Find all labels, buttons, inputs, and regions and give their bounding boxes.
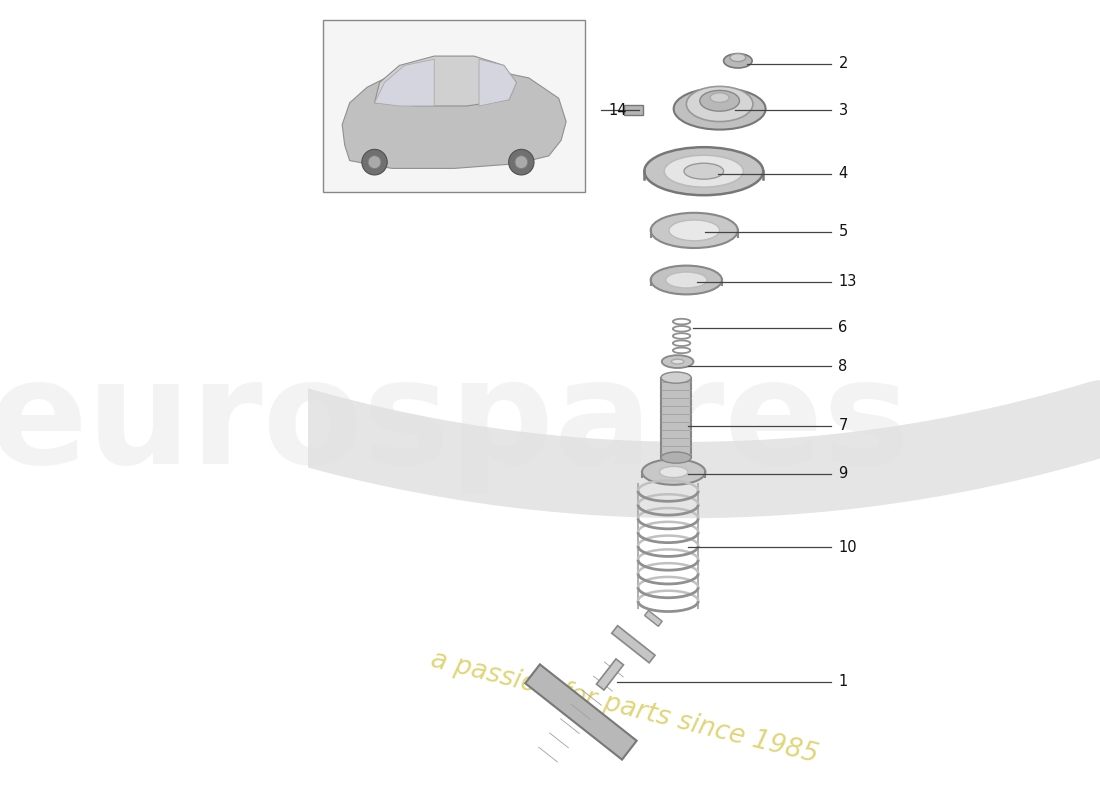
- Text: 6: 6: [838, 321, 848, 335]
- FancyBboxPatch shape: [624, 105, 642, 115]
- Ellipse shape: [642, 459, 705, 485]
- Circle shape: [508, 150, 534, 175]
- Text: 1: 1: [838, 674, 848, 689]
- Ellipse shape: [711, 93, 729, 102]
- Text: 4: 4: [838, 166, 848, 181]
- Text: a passion for parts since 1985: a passion for parts since 1985: [428, 647, 821, 769]
- Ellipse shape: [664, 155, 744, 187]
- Polygon shape: [612, 626, 656, 662]
- Ellipse shape: [661, 452, 691, 463]
- Ellipse shape: [659, 466, 688, 478]
- Ellipse shape: [671, 359, 684, 364]
- Circle shape: [515, 156, 528, 169]
- Ellipse shape: [684, 163, 724, 179]
- Circle shape: [362, 150, 387, 175]
- Ellipse shape: [686, 86, 752, 122]
- Text: 14: 14: [608, 103, 627, 118]
- Polygon shape: [478, 59, 516, 106]
- Ellipse shape: [651, 213, 738, 248]
- Circle shape: [368, 156, 381, 169]
- Text: 2: 2: [838, 57, 848, 71]
- Polygon shape: [596, 659, 624, 690]
- Ellipse shape: [645, 147, 763, 195]
- Polygon shape: [374, 59, 434, 106]
- Ellipse shape: [661, 372, 691, 383]
- Text: 9: 9: [838, 466, 848, 481]
- Polygon shape: [342, 69, 566, 168]
- Polygon shape: [525, 664, 637, 760]
- Text: 3: 3: [838, 103, 848, 118]
- Ellipse shape: [673, 88, 766, 130]
- FancyBboxPatch shape: [323, 20, 585, 192]
- Ellipse shape: [730, 54, 746, 62]
- Ellipse shape: [700, 90, 739, 111]
- Text: 13: 13: [838, 274, 857, 289]
- Ellipse shape: [666, 272, 707, 288]
- Text: 5: 5: [838, 225, 848, 239]
- Text: 8: 8: [838, 359, 848, 374]
- Polygon shape: [374, 56, 516, 106]
- Text: 10: 10: [838, 540, 857, 554]
- Ellipse shape: [651, 266, 722, 294]
- Polygon shape: [645, 610, 662, 626]
- Ellipse shape: [662, 355, 693, 368]
- Ellipse shape: [669, 220, 719, 241]
- Polygon shape: [661, 378, 691, 458]
- Text: 7: 7: [838, 418, 848, 433]
- Ellipse shape: [724, 54, 752, 68]
- Text: eurospares: eurospares: [0, 354, 911, 494]
